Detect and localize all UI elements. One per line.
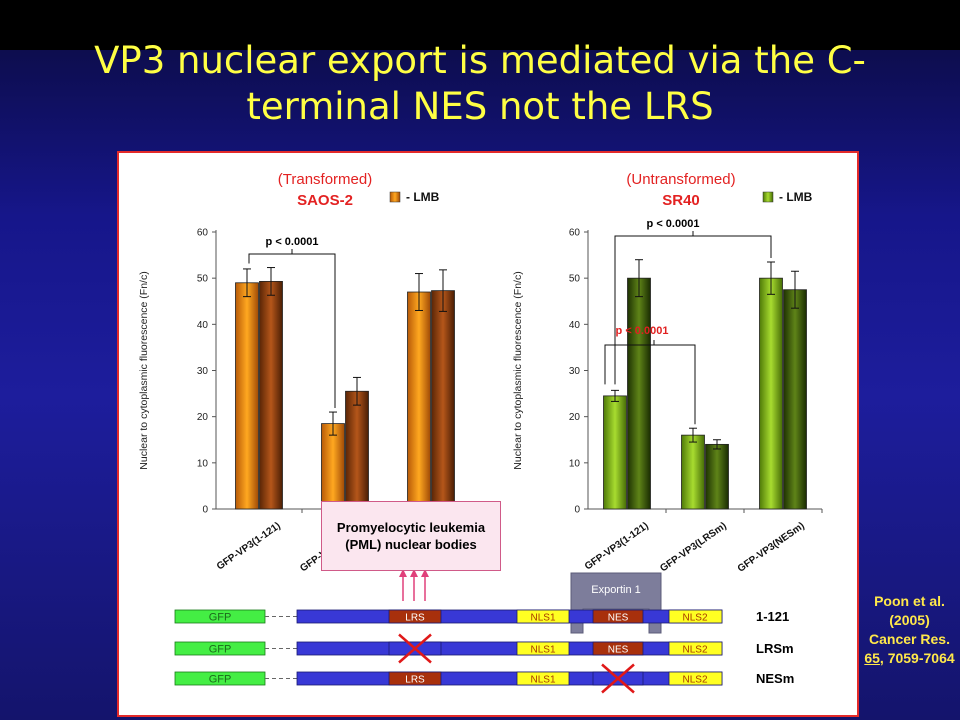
chart-2: (Untransformed) SR40 - LMB 0 10 20 30 40 50 60 Nuc… <box>512 171 823 575</box>
bar <box>345 390 369 510</box>
construct-name: LRSm <box>756 641 794 656</box>
bar <box>321 423 345 510</box>
vp3-bar <box>296 671 723 686</box>
chart-title: SAOS-2 <box>297 192 353 209</box>
bar <box>431 290 455 510</box>
vp3-bar <box>296 641 723 656</box>
pml-nuclear-bodies-box: Promyelocytic leukemia (PML) nuclear bod… <box>321 501 501 571</box>
p-value-label: p < 0.0001 <box>616 325 669 337</box>
nls2-label: NLS2 <box>682 613 707 624</box>
bar <box>705 443 729 510</box>
exportin-1-shape <box>570 572 662 634</box>
y-tick-label: 20 <box>569 412 581 423</box>
citation-journal: Cancer Res. <box>869 631 950 647</box>
bar <box>603 395 627 510</box>
bar <box>759 277 783 510</box>
nes-label: NES <box>608 645 629 656</box>
citation-pages: , 7059-7064 <box>879 650 955 666</box>
pml-arrowhead <box>410 569 418 577</box>
y-axis-label: Nuclear to cytoplasmic fluorescence (Fn/… <box>138 271 150 469</box>
significance-bracket <box>604 344 696 425</box>
bar <box>235 282 259 510</box>
nes-box <box>592 641 644 656</box>
x-tick-label: GFP-VP3(1-121) <box>215 520 283 572</box>
nls1-box <box>516 609 570 624</box>
x-tick-label: GFP-VP3(NESm) <box>736 520 807 574</box>
nls2-label: NLS2 <box>682 675 707 686</box>
nls2-box <box>668 609 723 624</box>
bar <box>407 291 431 510</box>
p-value-label: p < 0.0001 <box>647 218 700 230</box>
lrs-label: LRS <box>405 675 425 686</box>
legend-swatch <box>389 191 401 203</box>
bar <box>627 277 651 510</box>
pml-label: Promyelocytic leukemia (PML) nuclear bod… <box>336 520 486 552</box>
nls1-label: NLS1 <box>530 613 555 624</box>
nes-label: NES <box>608 613 629 624</box>
construct-row: GFP LRS NLS1 NLS2 NESm <box>174 663 794 694</box>
figure-svg: (Transformed) SAOS-2 - LMB 0 10 20 30 40 50 60 Nuc… <box>138 171 823 694</box>
nls2-box <box>668 671 723 686</box>
pml-arrowhead <box>421 569 429 577</box>
x-tick-label: GFP-VP3(LRSm) <box>658 520 728 574</box>
vp3-bar <box>296 609 723 624</box>
legend-label: - LMB <box>779 190 813 204</box>
citation-volume: 65 <box>864 650 880 666</box>
citation-pages-line: 65, 7059-7064 <box>862 649 957 668</box>
y-axis-label: Nuclear to cytoplasmic fluorescence (Fn/… <box>512 271 524 469</box>
lrs-box <box>388 671 442 686</box>
nls1-label: NLS1 <box>530 675 555 686</box>
y-tick-label: 40 <box>197 320 209 331</box>
gfp-label: GFP <box>209 644 232 656</box>
y-tick-label: 10 <box>569 458 581 469</box>
slide-title: VP3 nuclear export is mediated via the C… <box>94 39 866 128</box>
y-tick-label: 60 <box>569 228 581 239</box>
gfp-label: GFP <box>209 674 232 686</box>
top-band <box>0 0 960 50</box>
y-tick-label: 60 <box>197 228 209 239</box>
y-tick-label: 50 <box>569 274 581 285</box>
nes-box <box>592 609 644 624</box>
construct-row: GFP NLS1 NES NLS2 LRSm <box>174 633 794 664</box>
x-tick-label: GFP-VP3(1-121) <box>583 520 651 572</box>
figure-panel: (Transformed) SAOS-2 - LMB 0 10 20 30 40 50 60 Nuc… <box>117 151 859 717</box>
chart-title: SR40 <box>662 192 700 209</box>
nls1-box <box>516 671 570 686</box>
nls1-label: NLS1 <box>530 645 555 656</box>
chart-subtitle: (Transformed) <box>278 171 372 188</box>
citation-year: (2005) <box>889 612 930 628</box>
y-tick-label: 0 <box>202 505 208 516</box>
legend-label: - LMB <box>406 190 440 204</box>
lrs-box <box>388 609 442 624</box>
construct-name: 1-121 <box>756 609 789 624</box>
bar <box>259 280 283 510</box>
nls1-box <box>516 641 570 656</box>
y-tick-label: 30 <box>197 366 209 377</box>
legend-swatch <box>762 191 774 203</box>
citation-authors: Poon et al. <box>874 593 945 609</box>
bar <box>681 434 705 510</box>
mutation-cross <box>398 633 432 664</box>
nls2-box <box>668 641 723 656</box>
construct-name: NESm <box>756 671 794 686</box>
y-tick-label: 0 <box>574 505 580 516</box>
construct-row: GFP LRS NLS1 NES NLS2 1-121 <box>174 609 789 624</box>
y-tick-label: 50 <box>197 274 209 285</box>
y-tick-label: 30 <box>569 366 581 377</box>
p-value-label: p < 0.0001 <box>266 236 319 248</box>
y-tick-label: 10 <box>197 458 209 469</box>
exportin-1-label: Exportin 1 <box>591 584 641 596</box>
gfp-label: GFP <box>209 612 232 624</box>
y-tick-label: 20 <box>197 412 209 423</box>
nls2-label: NLS2 <box>682 645 707 656</box>
bar <box>783 289 807 510</box>
citation: Poon et al. (2005) Cancer Res. 65, 7059-… <box>862 592 957 668</box>
chart-subtitle: (Untransformed) <box>626 171 735 188</box>
lrs-label: LRS <box>405 613 425 624</box>
y-tick-label: 40 <box>569 320 581 331</box>
mutation-cross <box>601 663 635 694</box>
pml-arrowhead <box>399 569 407 577</box>
